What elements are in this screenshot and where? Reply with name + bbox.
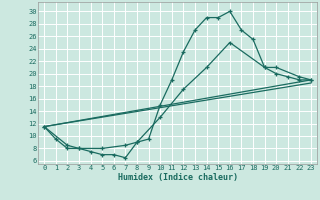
X-axis label: Humidex (Indice chaleur): Humidex (Indice chaleur) xyxy=(118,173,238,182)
